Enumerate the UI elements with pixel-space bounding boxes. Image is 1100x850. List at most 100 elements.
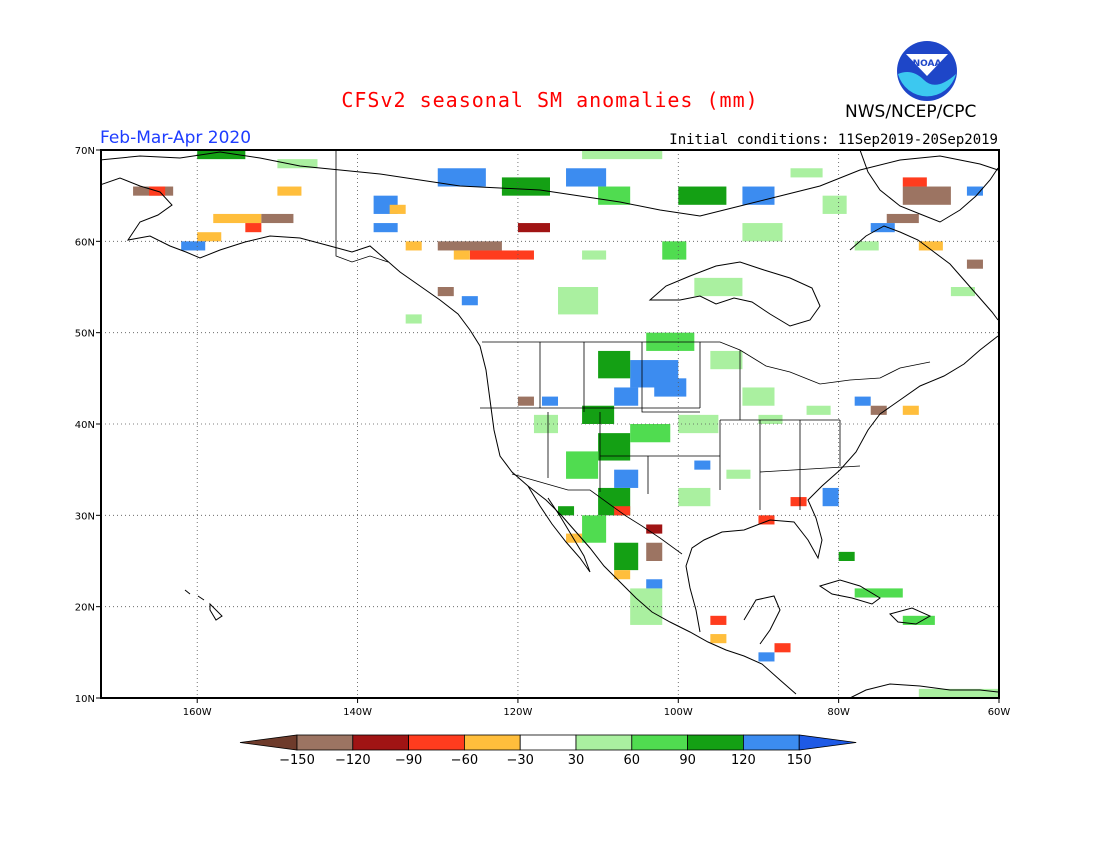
colorbar-label: −30 <box>506 753 533 768</box>
anomaly-cell <box>437 168 486 187</box>
anomaly-cell <box>197 232 222 242</box>
anomaly-cell <box>646 524 663 534</box>
colorbar-segment <box>463 734 521 751</box>
colorbar-label: −60 <box>451 753 478 768</box>
noaa-logo-icon: NOAA <box>897 41 957 101</box>
coastlines <box>101 150 999 698</box>
anomaly-cell <box>918 688 999 698</box>
colorbar-label: 150 <box>787 753 812 768</box>
anomaly-cell <box>614 469 639 488</box>
anomaly-cell <box>822 487 839 507</box>
lat-tick-label: 70N <box>75 146 95 157</box>
coastline-south-america <box>849 683 999 698</box>
anomaly-cell <box>694 277 743 297</box>
anomaly-cell <box>566 533 583 543</box>
colorbar-segment <box>408 734 465 751</box>
anomaly-cell <box>405 241 422 251</box>
political-borders <box>335 150 931 555</box>
anomaly-cell <box>854 241 879 251</box>
anomaly-cell <box>582 515 607 543</box>
lon-tick-label: 120W <box>503 707 532 718</box>
anomaly-cell <box>389 204 406 214</box>
colorbar-label: −150 <box>279 753 315 768</box>
border-alaska-canada <box>335 150 389 263</box>
longitude-axis: 160W 140W 120W 100W 80W 60W <box>183 698 1011 718</box>
anomaly-cell <box>678 414 719 434</box>
anomaly-cell <box>710 615 727 625</box>
anomaly-cell <box>694 460 711 470</box>
coastline-gulf <box>685 335 999 633</box>
anomaly-cell <box>678 186 727 205</box>
anomaly-cell <box>582 250 607 260</box>
anomaly-cell <box>678 487 711 507</box>
anomaly-cell <box>710 634 727 644</box>
anomaly-cell <box>966 259 983 269</box>
gridlines <box>101 150 999 698</box>
anomaly-cell <box>566 168 607 187</box>
anomaly-cell <box>437 287 454 297</box>
coastline-yucatan <box>743 595 781 645</box>
anomaly-cell <box>566 451 599 479</box>
colorbar-segment <box>743 734 800 751</box>
anomaly-cell <box>838 551 855 561</box>
lat-tick-label: 10N <box>75 694 95 705</box>
colorbar-segment <box>575 734 633 751</box>
anomaly-cell <box>405 314 422 324</box>
anomaly-cell <box>461 296 478 306</box>
forecast-period: Feb-Mar-Apr 2020 <box>100 128 252 148</box>
anomaly-cell <box>646 542 663 561</box>
anomaly-cell <box>790 168 823 178</box>
anomaly-cell <box>902 186 951 205</box>
anomaly-cell <box>758 414 783 424</box>
anomaly-cell <box>614 387 639 406</box>
lon-tick-label: 100W <box>664 707 693 718</box>
anomaly-cell <box>758 515 775 525</box>
anomaly-cell <box>453 250 470 260</box>
anomaly-cell <box>654 378 687 397</box>
anomaly-cell <box>966 186 983 196</box>
anomaly-cell <box>517 396 534 406</box>
anomaly-cell <box>261 213 294 224</box>
anomaly-cell <box>870 223 895 233</box>
coastline-labrador <box>849 225 999 321</box>
anomaly-cell <box>197 150 246 160</box>
colorbar-label: 30 <box>568 753 585 768</box>
anomaly-cell <box>598 350 631 379</box>
anomaly-cell <box>918 241 943 251</box>
lon-tick-label: 160W <box>183 707 212 718</box>
colorbar-segment <box>352 734 409 751</box>
initial-conditions: Initial conditions: 11Sep2019-20Sep2019 <box>669 132 998 148</box>
border-us-canada <box>482 341 931 385</box>
lat-tick-label: 30N <box>75 511 95 522</box>
lon-tick-label: 140W <box>343 707 372 718</box>
anomaly-cell <box>902 177 927 187</box>
anomaly-cell <box>517 223 550 233</box>
colorbar-label: −120 <box>335 753 371 768</box>
anomaly-cell <box>598 186 631 205</box>
lon-tick-label: 60W <box>988 707 1011 718</box>
anomaly-cell <box>541 396 559 406</box>
anomaly-cell <box>469 250 534 260</box>
anomaly-cell <box>277 159 318 169</box>
colorbar-max-arrow <box>798 734 857 751</box>
anomaly-cell <box>213 213 262 224</box>
colorbar-segment <box>687 734 744 751</box>
anomaly-cell <box>558 506 575 516</box>
anomaly-cell <box>854 396 871 406</box>
agency-label: NWS/NCEP/CPC <box>845 102 977 122</box>
anomaly-cell <box>742 387 775 406</box>
coastline-hawaii <box>184 589 223 621</box>
border-states <box>480 342 861 510</box>
anomaly-cell <box>742 223 783 242</box>
anomaly-cell <box>870 405 887 415</box>
coastline-hudson-bay <box>648 261 821 327</box>
anomaly-cell <box>558 287 599 315</box>
anomaly-cell <box>598 433 631 461</box>
coastline-west <box>101 177 797 695</box>
anomaly-cell <box>501 177 550 196</box>
map-title: CFSv2 seasonal SM anomalies (mm) <box>341 88 759 112</box>
anomaly-cell <box>277 186 302 196</box>
lat-tick-label: 40N <box>75 420 95 431</box>
lon-tick-label: 80W <box>827 707 850 718</box>
